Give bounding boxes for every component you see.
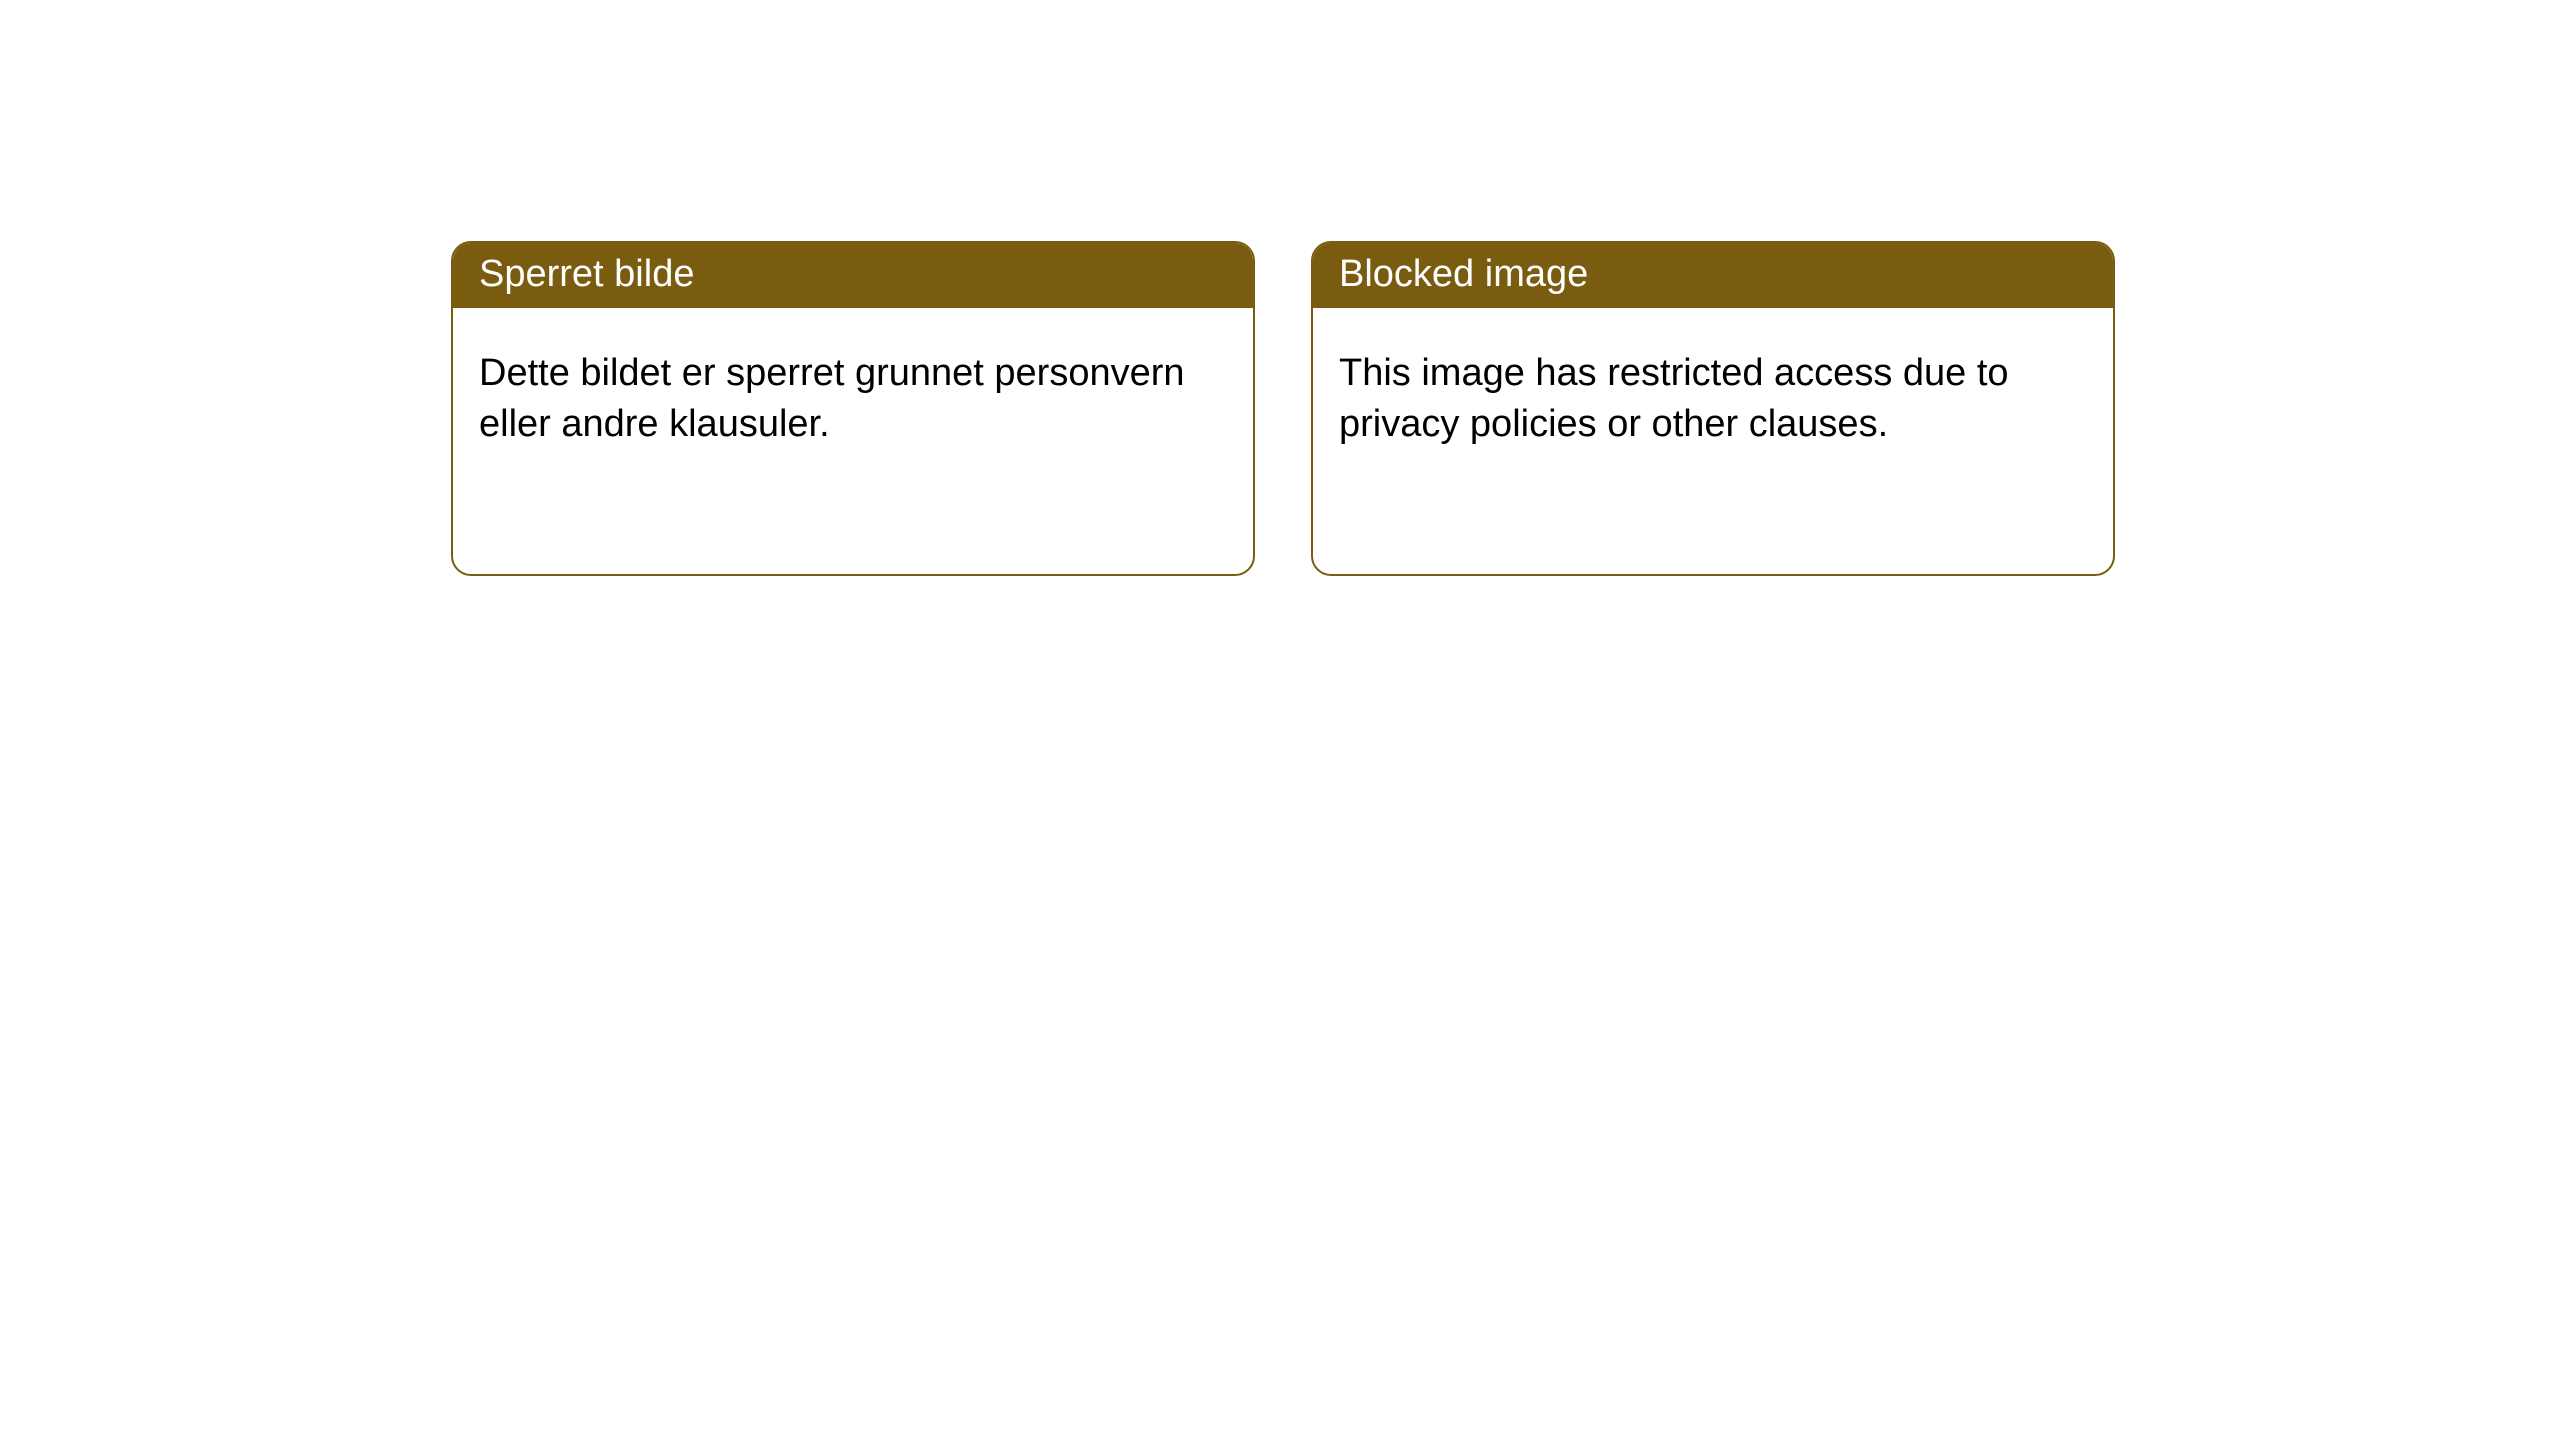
notice-container: Sperret bilde Dette bildet er sperret gr… bbox=[0, 0, 2560, 576]
notice-card-title: Sperret bilde bbox=[453, 243, 1253, 308]
notice-card-norwegian: Sperret bilde Dette bildet er sperret gr… bbox=[451, 241, 1255, 576]
notice-card-title: Blocked image bbox=[1313, 243, 2113, 308]
notice-card-body: Dette bildet er sperret grunnet personve… bbox=[453, 308, 1253, 477]
notice-card-english: Blocked image This image has restricted … bbox=[1311, 241, 2115, 576]
notice-card-body: This image has restricted access due to … bbox=[1313, 308, 2113, 477]
